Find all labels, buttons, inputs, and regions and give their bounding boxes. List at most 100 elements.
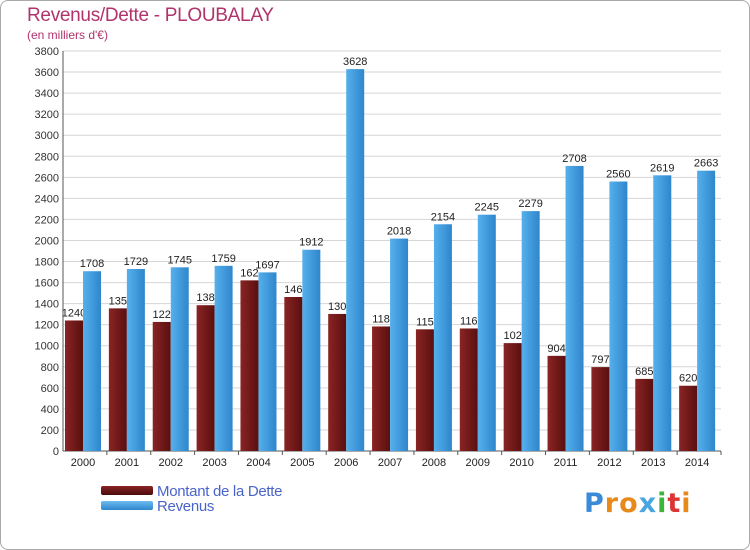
y-tick-label: 600 [41, 383, 59, 395]
bar-revenus [433, 224, 452, 451]
data-label-dette: 116 [460, 315, 478, 327]
y-tick-label: 3000 [35, 130, 59, 142]
bar-dette [635, 378, 654, 451]
y-tick-label: 2000 [35, 235, 59, 247]
bar-dette [503, 343, 522, 451]
data-label-revenus: 1708 [80, 258, 104, 270]
bar-revenus [126, 269, 145, 451]
x-tick-label: 2011 [554, 457, 578, 469]
data-label-dette: 797 [591, 354, 609, 366]
data-label-dette: 904 [547, 343, 565, 355]
bar-dette [372, 326, 391, 451]
y-tick-label: 200 [41, 425, 59, 437]
data-label-revenus: 1759 [211, 253, 235, 265]
y-tick-label: 1000 [35, 341, 59, 353]
logo-letter: i [681, 488, 692, 519]
x-tick-label: 2001 [115, 457, 139, 469]
x-tick-label: 2010 [509, 457, 533, 469]
x-tick-label: 2013 [641, 457, 665, 469]
bar-dette [679, 385, 698, 451]
bar-revenus [653, 175, 672, 451]
y-tick-label: 1400 [35, 299, 59, 311]
data-label-revenus: 2619 [650, 162, 674, 174]
x-tick-label: 2007 [378, 457, 402, 469]
logo-letter: r [604, 488, 620, 519]
bar-revenus [697, 170, 716, 451]
bar-dette [108, 308, 127, 451]
bar-dette [152, 321, 171, 451]
bar-dette [591, 367, 610, 451]
bar-dette [459, 328, 478, 451]
y-tick-label: 3800 [35, 46, 59, 58]
bar-revenus [83, 271, 101, 451]
logo-letter: x [638, 488, 658, 519]
x-tick-label: 2014 [685, 457, 709, 469]
data-label-revenus: 2245 [475, 202, 499, 214]
y-tick-label: 2800 [35, 151, 59, 163]
bar-revenus [170, 267, 189, 451]
x-tick-label: 2009 [466, 457, 490, 469]
data-label-revenus: 1697 [255, 259, 279, 271]
legend-label-revenus: Revenus [157, 498, 215, 515]
y-tick-label: 3200 [35, 109, 59, 121]
data-label-revenus: 1745 [167, 254, 191, 266]
x-tick-label: 2000 [71, 457, 95, 469]
data-label-dette: 1240 [62, 307, 86, 319]
bar-dette [196, 305, 215, 451]
proxiti-logo: Proxiti [584, 488, 692, 519]
x-tick-label: 2004 [246, 457, 270, 469]
legend-swatch-dette [101, 486, 153, 495]
data-label-dette: 620 [679, 373, 697, 385]
data-label-dette: 130 [328, 301, 346, 313]
bar-dette [65, 320, 83, 451]
data-label-dette: 138 [196, 292, 214, 304]
y-tick-label: 2600 [35, 172, 59, 184]
y-tick-label: 0 [53, 446, 59, 458]
data-label-dette: 135 [109, 295, 127, 307]
data-label-revenus: 1729 [124, 256, 148, 268]
x-tick-label: 2003 [202, 457, 226, 469]
y-tick-label: 2400 [35, 193, 59, 205]
data-label-revenus: 1912 [299, 237, 323, 249]
y-tick-label: 1600 [35, 278, 59, 290]
bar-revenus [609, 181, 628, 452]
legend-label-dette: Montant de la Dette [157, 483, 283, 500]
bar-revenus [521, 211, 540, 451]
x-tick-label: 2002 [158, 457, 182, 469]
x-tick-label: 2005 [290, 457, 314, 469]
bar-revenus [346, 69, 365, 452]
data-label-dette: 685 [635, 366, 653, 378]
data-label-revenus: 2560 [606, 169, 630, 181]
data-label-dette: 115 [416, 316, 434, 328]
chart-subtitle: (en milliers d'€) [27, 28, 108, 42]
y-tick-label: 3400 [35, 88, 59, 100]
y-tick-label: 1800 [35, 257, 59, 269]
data-label-revenus: 2279 [518, 198, 542, 210]
bar-dette [415, 329, 434, 451]
bar-revenus [214, 265, 233, 451]
legend-swatch-revenus [101, 501, 153, 510]
y-tick-label: 3600 [35, 67, 59, 79]
data-label-revenus: 2663 [694, 158, 718, 170]
data-label-revenus: 2154 [431, 211, 455, 223]
bar-revenus [565, 165, 584, 451]
bar-revenus [302, 249, 321, 451]
logo-letter: P [584, 488, 605, 519]
data-label-dette: 162 [240, 267, 258, 279]
y-tick-label: 1200 [35, 320, 59, 332]
data-label-dette: 118 [372, 313, 390, 325]
data-label-dette: 122 [153, 309, 171, 321]
data-label-dette: 146 [284, 284, 302, 296]
data-label-dette: 102 [503, 330, 521, 342]
bar-dette [240, 280, 259, 451]
y-tick-label: 800 [41, 362, 59, 374]
data-label-revenus: 2708 [562, 153, 586, 165]
data-label-revenus: 2018 [387, 226, 411, 238]
y-tick-label: 2200 [35, 214, 59, 226]
x-tick-label: 2012 [597, 457, 621, 469]
bar-dette [284, 297, 303, 451]
logo-letter: i [657, 488, 668, 519]
bar-revenus [390, 238, 409, 451]
